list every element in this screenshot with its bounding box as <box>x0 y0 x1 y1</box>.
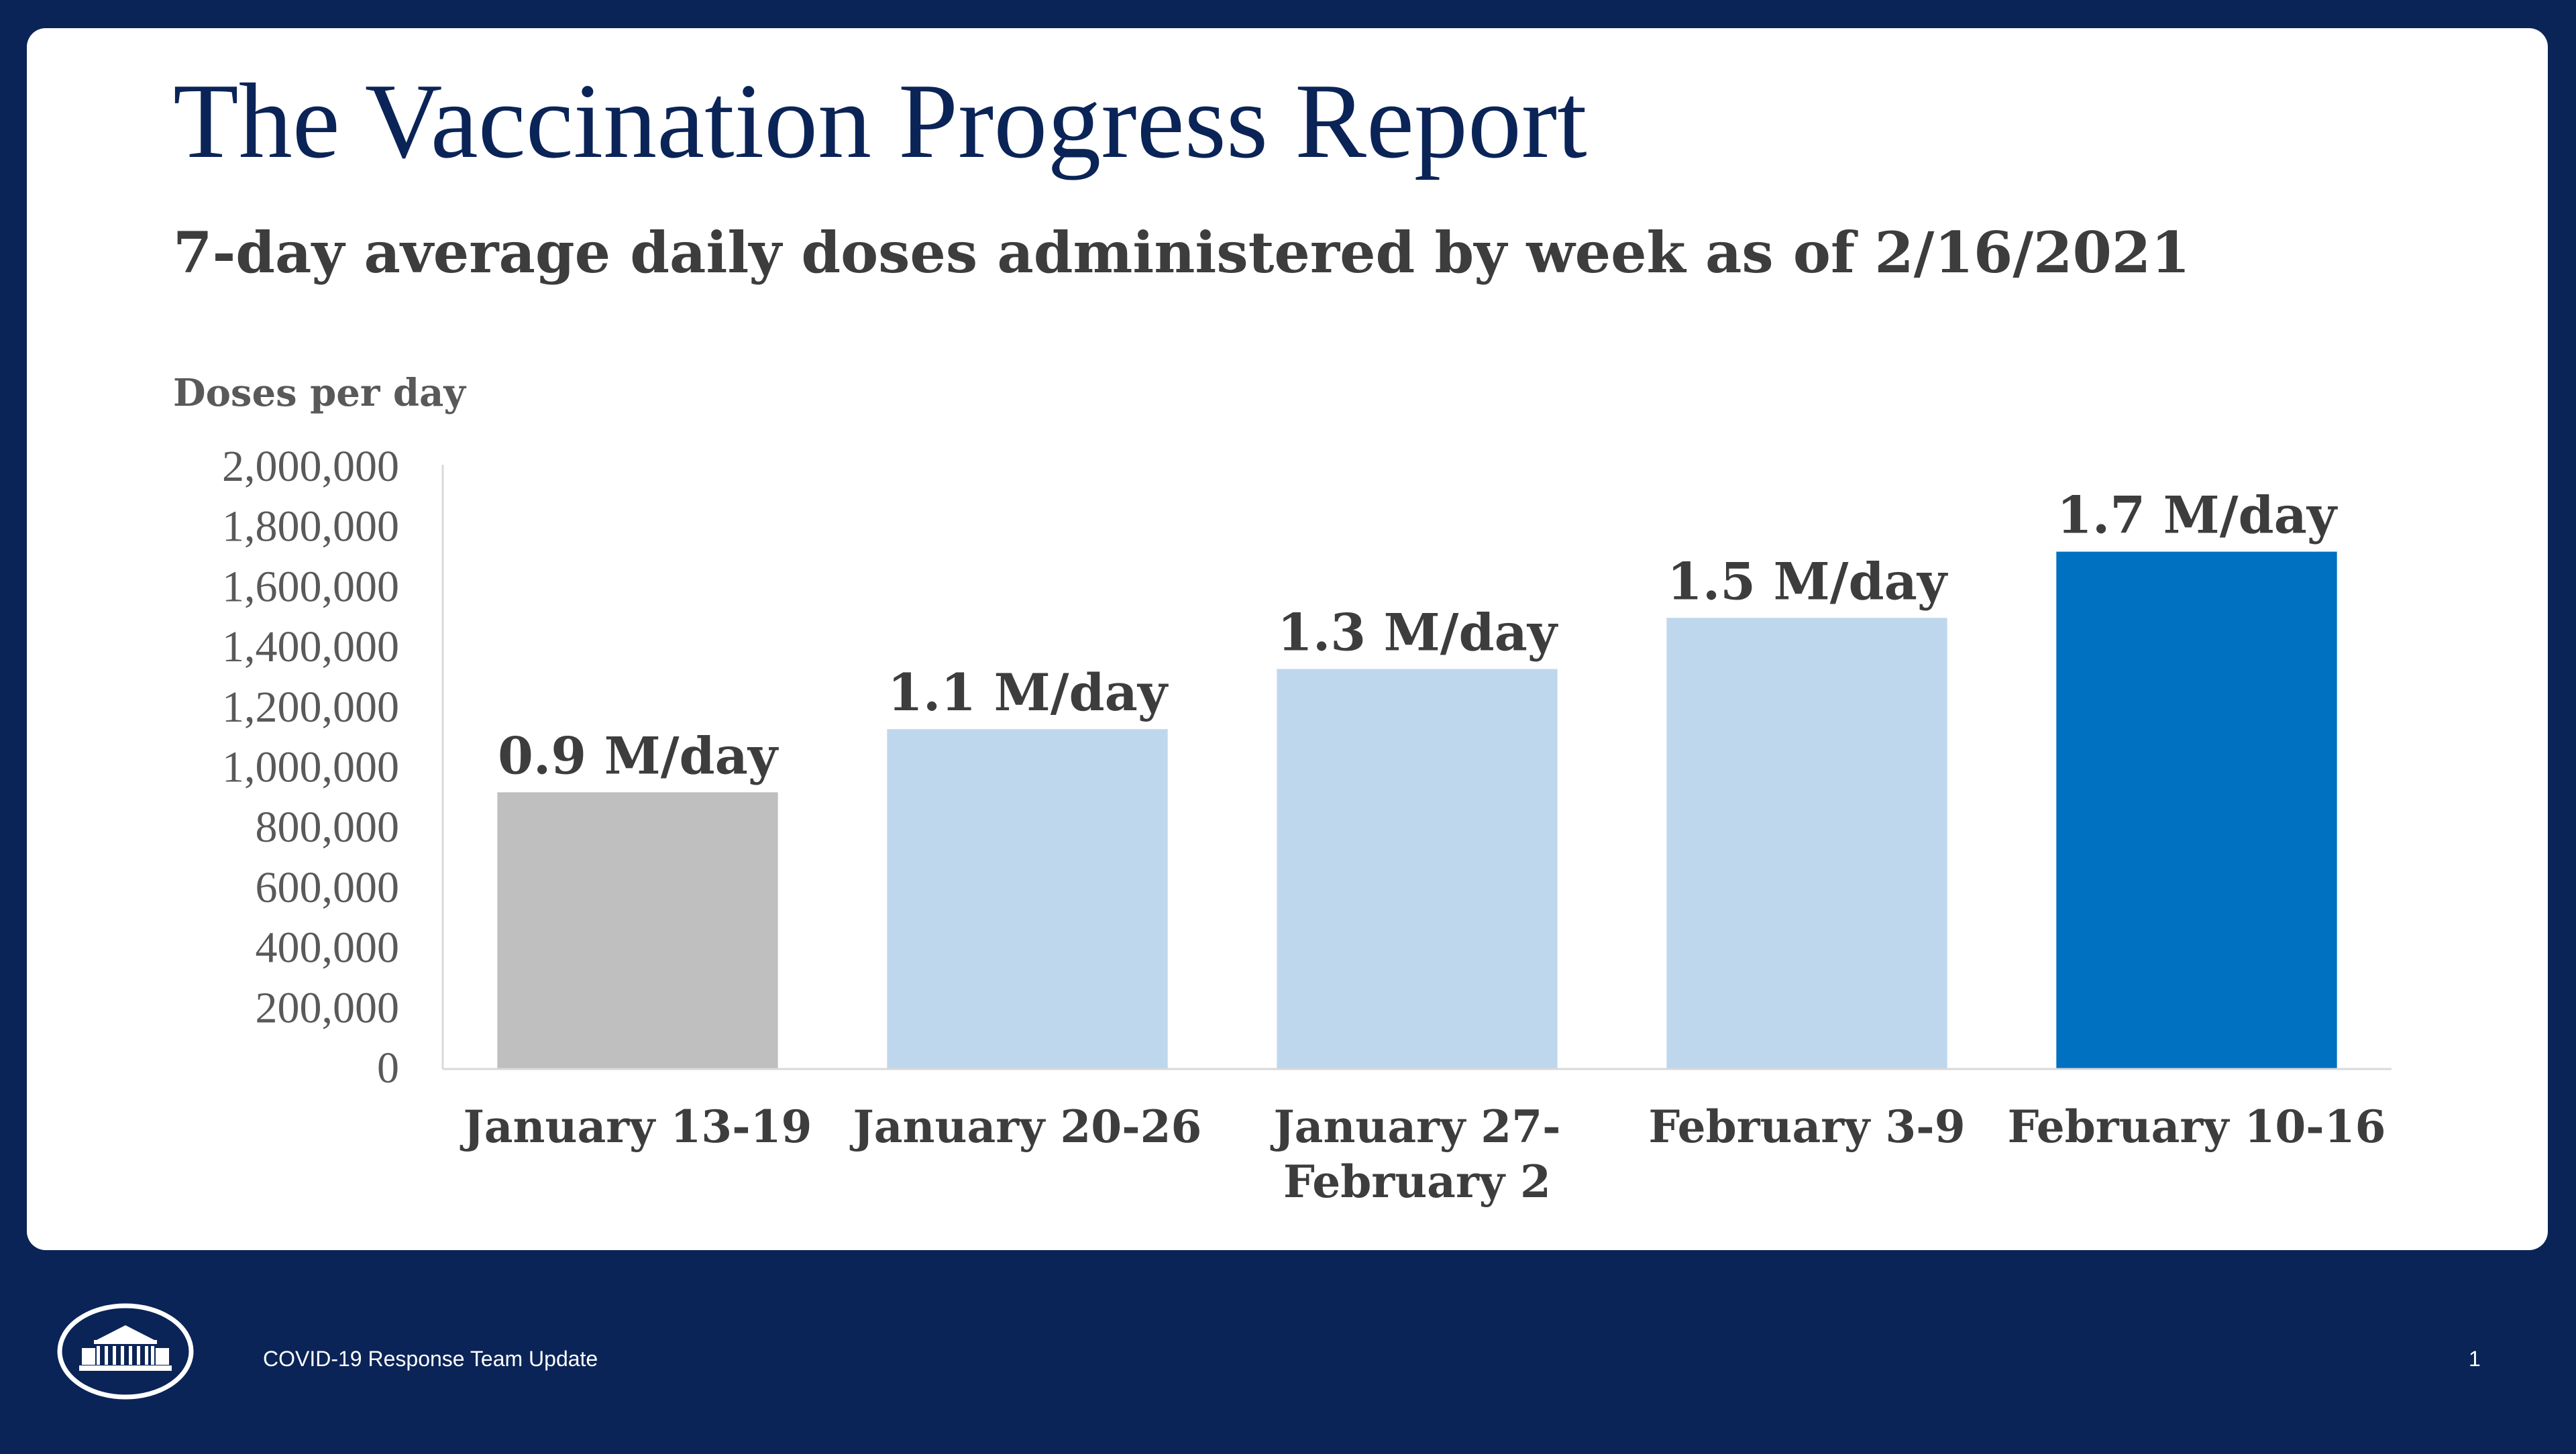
x-tick-label-line: February 2 <box>1283 1156 1551 1208</box>
y-tick-label: 2,000,000 <box>222 442 399 491</box>
y-axis: 0 200,000 400,000 600,000 800,000 1,000,000 1,… <box>222 442 444 1093</box>
footer-text: COVID-19 Response Team Update <box>263 1347 598 1371</box>
bars: 0.9 M/day 1.1 M/day 1.3 M/day 1.5 M/day 1.7 … <box>497 486 2338 1069</box>
y-tick-label: 400,000 <box>256 924 400 972</box>
data-label: 1.3 M/day <box>1277 602 1558 662</box>
chart-title: 7-day average daily doses administered b… <box>173 219 2190 286</box>
x-tick-label-line: February 10-16 <box>2007 1101 2385 1153</box>
x-tick-label-line: January 20-26 <box>850 1101 1202 1153</box>
data-label: 1.1 M/day <box>888 663 1169 722</box>
x-axis: January 13-19 January 20-26 January 27-Feb… <box>443 1068 2392 1208</box>
y-tick-label: 600,000 <box>256 863 400 912</box>
x-tick-label: February 3-9 <box>1648 1101 1965 1153</box>
x-tick-label-line: January 27- <box>1270 1101 1560 1153</box>
page-number: 1 <box>2469 1347 2481 1371</box>
y-tick-label: 1,000,000 <box>222 743 399 792</box>
y-tick-label: 1,400,000 <box>222 622 399 671</box>
x-tick-label-line: February 3-9 <box>1648 1101 1965 1153</box>
bar <box>1666 618 1947 1069</box>
bar <box>2056 551 2337 1069</box>
x-tick-label: January 20-26 <box>850 1101 1202 1153</box>
y-tick-label: 1,200,000 <box>222 683 399 732</box>
y-tick-label: 200,000 <box>256 983 400 1032</box>
x-tick-label-line: January 13-19 <box>460 1101 812 1153</box>
x-tick-label: January 27-February 2 <box>1270 1101 1560 1208</box>
data-label: 1.7 M/day <box>2057 486 2338 545</box>
bar <box>497 792 778 1069</box>
slide-title: The Vaccination Progress Report <box>173 61 1587 180</box>
y-tick-label: 0 <box>377 1044 399 1093</box>
y-axis-title: Doses per day <box>173 371 466 415</box>
x-tick-label: February 10-16 <box>2007 1101 2385 1153</box>
bar <box>1277 669 1558 1069</box>
data-label: 0.9 M/day <box>498 726 779 785</box>
y-tick-label: 1,800,000 <box>222 502 399 551</box>
y-tick-label: 1,600,000 <box>222 562 399 611</box>
y-tick-label: 800,000 <box>256 803 400 852</box>
x-tick-label: January 13-19 <box>460 1101 812 1153</box>
bar <box>887 729 1168 1069</box>
data-label: 1.5 M/day <box>1667 551 1948 611</box>
white-house-icon <box>57 1303 194 1400</box>
